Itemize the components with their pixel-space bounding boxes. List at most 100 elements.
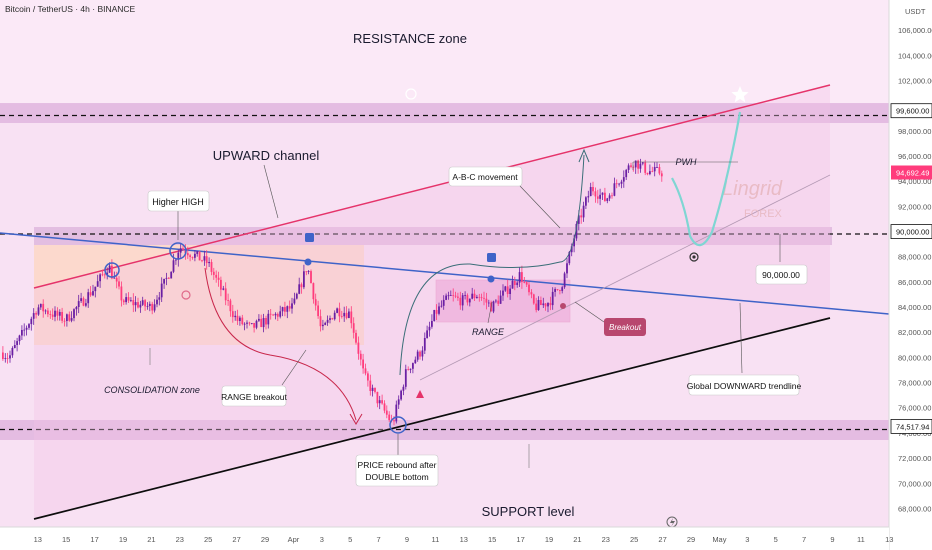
time-axis[interactable] (0, 527, 889, 550)
candle (205, 250, 208, 270)
candle (381, 394, 383, 405)
price-tick-label: 76,000.00 (898, 404, 931, 413)
candle (99, 273, 101, 288)
upward-channel-top-line[interactable] (33, 84, 831, 289)
down-arrow-icon (487, 253, 496, 262)
time-tick-label: 7 (377, 535, 381, 544)
chart-title[interactable]: Bitcoin / TetherUS · 4h · BINANCE (5, 4, 136, 14)
upper-tint (0, 0, 889, 104)
candle (369, 374, 372, 396)
candle (480, 293, 483, 301)
upward-channel-pointer (263, 164, 279, 219)
candle (442, 295, 445, 310)
time-tick-label: 5 (348, 535, 352, 544)
range-breakout-pointer (281, 349, 307, 386)
candle (137, 297, 139, 309)
candle (559, 289, 561, 295)
candle (148, 301, 151, 312)
snail-icon (181, 290, 191, 300)
breakout-badge: Breakout (604, 318, 646, 336)
candle (73, 308, 75, 322)
candle (468, 298, 471, 307)
candle (303, 264, 305, 290)
price-tick-label: 80,000.00 (898, 353, 931, 362)
resistance-zone-label: RESISTANCE zone (353, 31, 467, 46)
candle (198, 251, 201, 261)
abc-pointer (519, 185, 561, 229)
global-downward-trendline[interactable] (0, 232, 890, 315)
candle (495, 299, 497, 304)
candle (378, 395, 381, 410)
candle (449, 290, 452, 296)
double-bottom-marker (389, 416, 407, 434)
candle (47, 307, 49, 318)
brand-watermark: Lingrid (722, 178, 783, 200)
candle (452, 288, 455, 302)
candle (506, 279, 509, 298)
svg-text:99,600.00: 99,600.00 (896, 107, 929, 116)
candle (419, 350, 421, 360)
candle (158, 292, 161, 306)
candle (298, 277, 301, 295)
candle (525, 281, 528, 287)
candle (345, 306, 348, 320)
candle (445, 293, 447, 301)
candle (118, 276, 120, 290)
candle (634, 160, 637, 174)
price-axis[interactable] (889, 0, 932, 550)
candle (37, 304, 40, 316)
candle (540, 296, 542, 306)
candle (236, 309, 239, 325)
candle (426, 325, 428, 339)
time-tick-label: 13 (34, 535, 42, 544)
candle (523, 277, 526, 284)
candle (454, 291, 457, 299)
candle (416, 349, 419, 362)
candle (250, 323, 253, 325)
candle (461, 293, 464, 311)
price-tick-label: 84,000.00 (898, 303, 931, 312)
candle (362, 353, 364, 374)
svg-text:74,517.94: 74,517.94 (896, 422, 929, 431)
time-tick-label: 25 (630, 535, 638, 544)
global-trendline-callout: Global DOWNWARD trendline (687, 374, 802, 396)
candle (85, 298, 87, 308)
candle (314, 293, 317, 311)
candle (32, 308, 35, 325)
candle (599, 188, 601, 206)
candle (601, 192, 604, 200)
candle (212, 267, 215, 280)
candle (13, 340, 16, 349)
candle (322, 319, 324, 331)
time-tick-label: 29 (687, 535, 695, 544)
candle (210, 259, 213, 276)
price-axis-labels: 99,600.00 94,692.49 90,000.00 74,517.94 (890, 103, 932, 434)
candle (42, 299, 45, 318)
candle (402, 384, 405, 396)
candle (276, 312, 279, 321)
time-axis-ticks: 13 15 17 19 21 23 25 27 29 Apr 3 5 7 9 11 13 15 17 19 21 23 2… (34, 535, 894, 544)
candle (130, 297, 132, 303)
candle (66, 313, 68, 327)
time-tick-label: 13 (460, 535, 468, 544)
candle (357, 336, 360, 360)
price-label: 90,000.00 (890, 224, 932, 240)
candle (144, 299, 146, 311)
candle (359, 350, 362, 366)
candle (141, 296, 144, 306)
candle (203, 250, 206, 266)
candle (229, 298, 232, 317)
candle (556, 289, 559, 291)
time-tick-label: 17 (516, 535, 524, 544)
candle (476, 294, 478, 299)
candle (293, 292, 296, 305)
support-trend-line[interactable] (33, 317, 831, 520)
candle (625, 168, 628, 180)
candle (485, 292, 488, 310)
candle (537, 296, 540, 311)
candle (246, 320, 248, 329)
candle (433, 309, 436, 322)
pwh-label: PWH (676, 157, 697, 167)
price-tick-label: 98,000.00 (898, 127, 931, 136)
